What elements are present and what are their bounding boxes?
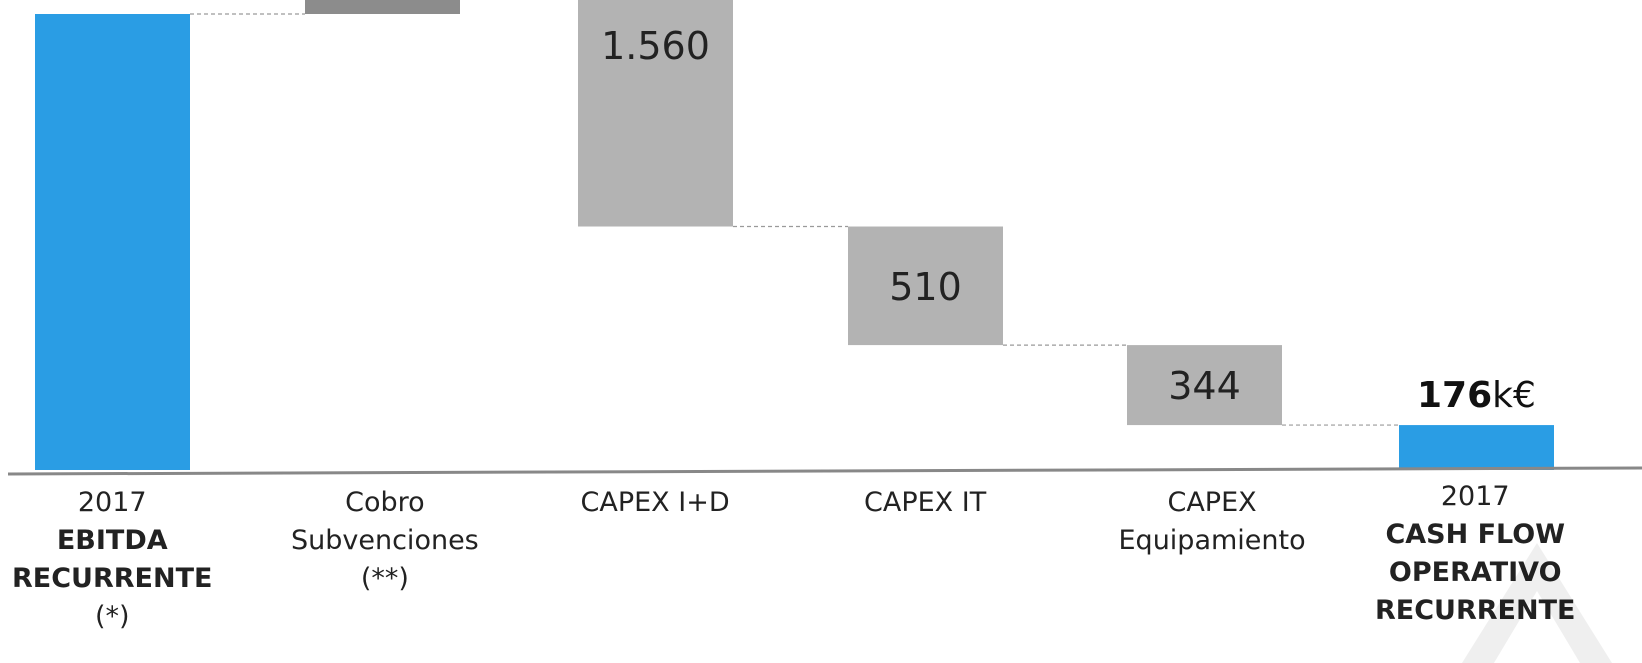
category-label-bold-line: RECURRENTE bbox=[1375, 595, 1576, 626]
category-label-1: Cobro Subvenciones (**) bbox=[291, 484, 479, 598]
bar-1-increase bbox=[305, 0, 460, 14]
category-label-0: 2017 EBITDA RECURRENTE (*) bbox=[12, 484, 212, 636]
bar-3-decrease bbox=[848, 226, 1003, 346]
category-label-bold-line: RECURRENTE bbox=[12, 563, 213, 594]
category-label-line: Subvenciones bbox=[291, 525, 479, 556]
category-label-bold-line: CASH FLOW bbox=[1385, 519, 1566, 550]
category-label-bold-line: EBITDA bbox=[56, 525, 168, 556]
x-axis-line bbox=[7, 466, 1642, 476]
category-label-5: 2017 CASH FLOW OPERATIVO RECURRENTE bbox=[1375, 478, 1575, 630]
value-label-3: 510 bbox=[889, 265, 962, 309]
bar-2-decrease bbox=[578, 0, 733, 227]
total-unit: k€ bbox=[147, 0, 191, 5]
category-label-line: 2017 bbox=[77, 487, 147, 518]
category-label-line: Equipamiento bbox=[1118, 525, 1306, 556]
category-label-line: (**) bbox=[360, 563, 409, 594]
total-label-5: 176k€ bbox=[1417, 375, 1536, 416]
connector-lines bbox=[190, 13, 1399, 426]
value-label-2: 1.560 bbox=[601, 24, 710, 68]
category-label-line: CAPEX I+D bbox=[580, 487, 730, 518]
total-value: 176 bbox=[1417, 375, 1493, 417]
category-label-3: CAPEX IT bbox=[864, 484, 986, 522]
category-label-4: CAPEX Equipamiento bbox=[1119, 484, 1306, 560]
category-label-line: Cobro bbox=[345, 487, 425, 518]
watermark-logo bbox=[1462, 543, 1612, 663]
value-label-4: 344 bbox=[1168, 364, 1241, 408]
category-label-2: CAPEX I+D bbox=[581, 484, 730, 522]
category-label-bold-line: OPERATIVO bbox=[1388, 557, 1562, 588]
category-label-line: CAPEX bbox=[1167, 487, 1257, 518]
total-value: 1.944 bbox=[34, 0, 148, 5]
bar-5-total bbox=[1399, 425, 1554, 470]
bars-group bbox=[35, 0, 1554, 470]
category-label-line: (*) bbox=[94, 601, 130, 632]
bar-0-total bbox=[35, 14, 190, 470]
total-label-0: 1.944k€ bbox=[34, 0, 192, 5]
category-label-line: CAPEX IT bbox=[864, 487, 987, 518]
total-unit: k€ bbox=[1492, 375, 1536, 417]
category-label-line: 2017 bbox=[1440, 481, 1510, 512]
bar-4-decrease bbox=[1127, 345, 1282, 426]
